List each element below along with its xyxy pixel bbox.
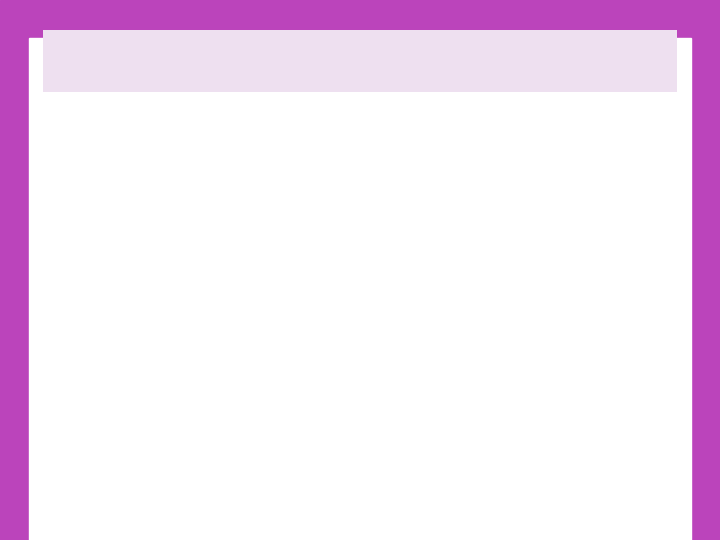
Text: CORRECTION FOR TEMPERATURE: CORRECTION FOR TEMPERATURE	[91, 36, 629, 64]
Text: L = measured length: L = measured length	[55, 403, 261, 422]
Text: $T_m$ = temperature during measurement: $T_m$ = temperature during measurement	[55, 249, 446, 273]
Text: $C_T$ = Temperature correction: $C_T$ = Temperature correction	[55, 212, 338, 234]
Text: □  = Coefficient of thermal expansion of  materi: □ = Coefficient of thermal expansion of …	[55, 327, 595, 347]
Text: 0.0000035/ºC for steel, 0.000000122/ºC for invar.: 0.0000035/ºC for steel, 0.000000122/ºC f…	[55, 366, 540, 384]
Text: $T_0$ = Temperature of standardisation: $T_0$ = Temperature of standardisation	[55, 287, 415, 310]
Text: Where:: Where:	[55, 176, 125, 194]
Text: $C_T = a\,(T_m - T_o)\,l$: $C_T = a\,(T_m - T_o)\,l$	[204, 106, 416, 134]
